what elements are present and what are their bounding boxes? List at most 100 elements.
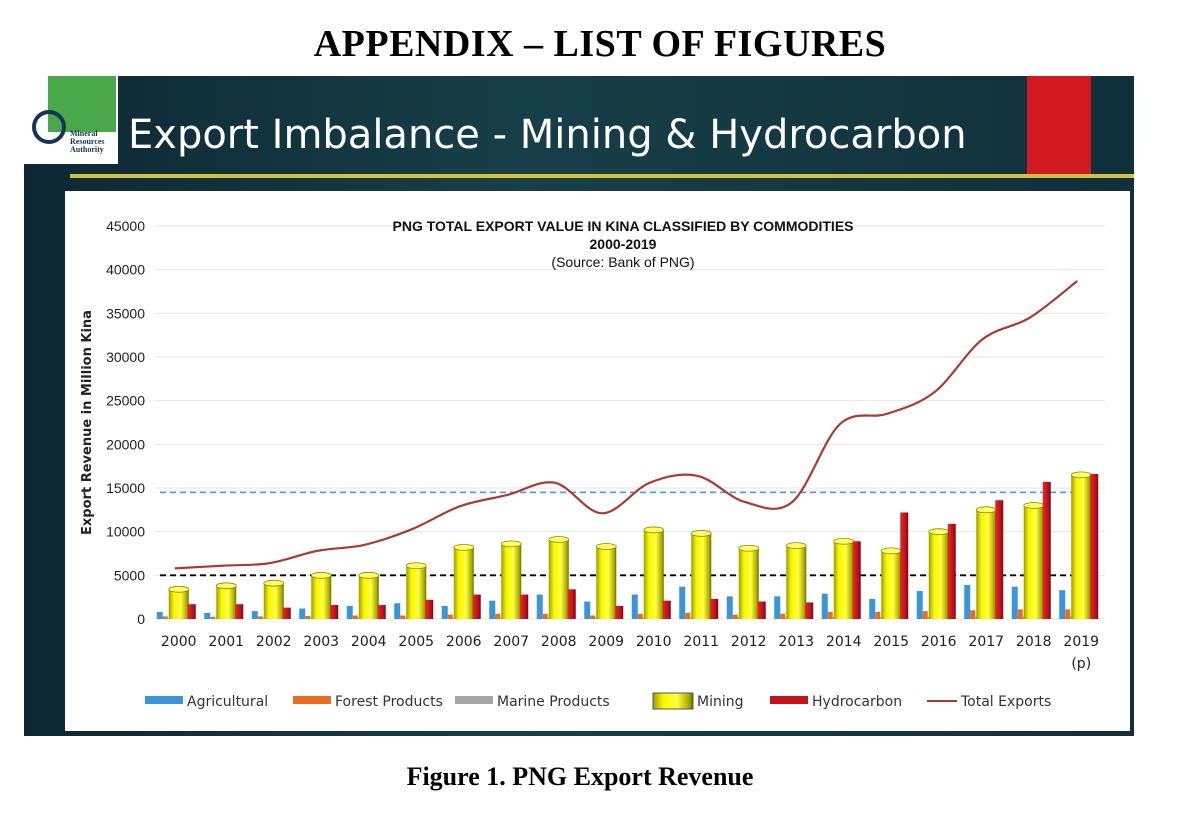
line-total-exports [174,280,1078,570]
bar-hydrocarbon [852,541,861,619]
bar-mining [358,575,379,619]
bar-mining [168,589,189,619]
bar-agricultural [394,603,401,619]
x-tick-label: 2007 [493,634,529,650]
bar-agricultural [536,594,543,619]
bar-agricultural [916,591,923,619]
bar-forest-products [827,612,833,619]
legend-label: Total Exports [960,694,1051,710]
slide-title: Export Imbalance - Mining & Hydrocarbon [128,112,967,158]
bar-agricultural [821,593,828,619]
bar-agricultural [1059,590,1066,619]
bar-agricultural [489,600,496,619]
bar-hydrocarbon [662,600,671,619]
bar-agricultural [869,598,876,619]
bar-mining-cap [168,585,190,593]
bar-hydrocarbon [235,604,244,619]
x-tick-label: 2004 [351,634,387,650]
bar-agricultural [346,605,353,619]
bar-hydrocarbon [1090,474,1099,619]
bar-forest-products [210,616,216,619]
bar-hydrocarbon [567,589,576,619]
legend-label: Forest Products [335,694,443,710]
x-tick-label: 2001 [208,634,244,650]
bar-mining-cap [358,571,380,579]
y-tick-label: 45000 [106,218,145,234]
figure-caption: Figure 1. PNG Export Revenue [406,762,754,791]
title-rule [70,174,1134,178]
bar-forest-products [305,615,311,619]
mra-logo: Mineral Resources Authority [24,76,118,164]
bar-mining [976,509,997,619]
bar-mining [501,543,522,619]
logo-swirl-icon [32,110,66,144]
bar-agricultural [1011,586,1018,619]
x-tick-label: 2008 [541,634,577,650]
logo-text-line: Resources [70,137,105,146]
bar-hydrocarbon [900,512,909,619]
bar-agricultural [774,596,781,619]
bar-forest-products [875,612,881,619]
bar-agricultural [679,586,686,619]
bar-forest-products [542,613,548,619]
y-tick-label: 25000 [106,393,145,409]
bar-mining-cap [263,579,285,587]
logo-text: Mineral Resources Authority [70,130,105,154]
x-tick-label: 2000 [161,634,197,650]
bar-mining [928,531,949,619]
bar-mining [453,547,474,619]
legend-label: Hydrocarbon [812,694,902,710]
bar-hydrocarbon [1042,481,1051,619]
bar-hydrocarbon [995,500,1004,619]
bar-mining-cap [453,543,475,551]
slide: Mineral Resources Authority Export Imbal… [24,76,1134,736]
bar-forest-products [780,613,786,619]
x-tick-label: 2009 [588,634,624,650]
chart-panel: 0 5000 10000 15000 20000 25000 30000 35000 40000… [65,191,1130,731]
y-tick-label: 40000 [106,262,145,278]
bar-agricultural [156,612,163,619]
x-tick-sublabel: (p) [1071,656,1091,672]
bar-mining-cap [548,536,570,543]
bar-mining-cap [880,547,902,555]
bar-agricultural [299,608,306,619]
bar-mining [1023,505,1044,619]
y-tick-label: 30000 [106,349,145,365]
bar-mining-cap [738,544,760,552]
bar-mining-cap [833,537,855,545]
bar-mining-cap [310,571,332,579]
bar-mining-cap [690,530,712,537]
bar-hydrocarbon [377,605,386,619]
bar-mining [881,550,902,619]
chart-title-line: (Source: Bank of PNG) [551,254,694,270]
bar-forest-products [590,615,596,619]
bar-hydrocarbon [947,523,956,619]
bar-mining [833,541,854,619]
y-tick-label: 0 [137,611,145,627]
bar-forest-products [495,613,501,619]
bar-agricultural [726,596,733,619]
y-tick-label: 10000 [106,524,145,540]
legend-swatch [455,696,493,704]
bar-forest-products [352,615,358,619]
bar-forest-products [400,615,406,619]
legend-swatch [145,696,183,704]
x-tick-label: 2006 [446,634,482,650]
bar-mining-cap [1023,502,1045,509]
logo-text-line: Authority [70,145,104,154]
chart-title-line: PNG TOTAL EXPORT VALUE IN KINA CLASSIFIE… [393,218,854,234]
bar-hydrocarbon [757,601,766,619]
x-tick-label: 2003 [303,634,339,650]
x-tick-label: 2014 [826,634,862,650]
bar-hydrocarbon [520,594,529,619]
bar-mining [691,533,712,619]
x-tick-label: 2005 [398,634,434,650]
y-tick-label: 15000 [106,480,145,496]
bar-mining [216,585,237,619]
bar-hydrocarbon [187,604,196,619]
bar-forest-products [447,614,453,619]
x-tick-label: 2002 [256,634,292,650]
red-accent-bar [1027,76,1091,178]
x-tick-label: 2019 [1063,634,1099,650]
bar-mining-cap [975,506,997,514]
